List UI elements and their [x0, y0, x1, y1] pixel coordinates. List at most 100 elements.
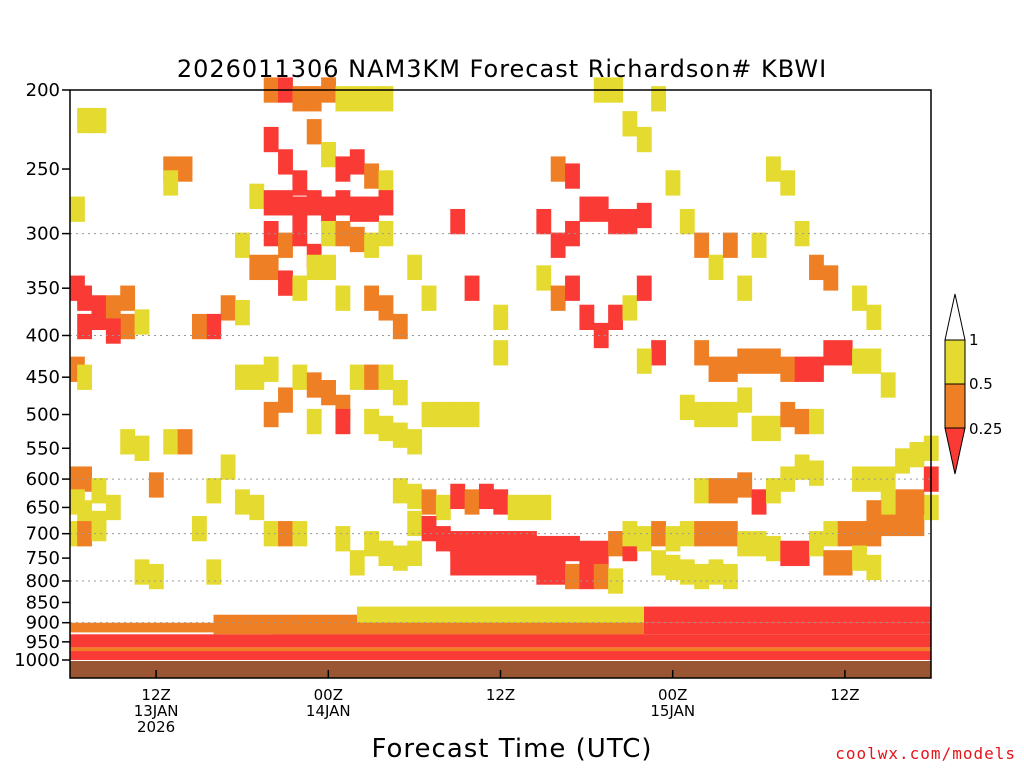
y-tick-label: 450 — [26, 367, 60, 388]
heatmap-cell — [665, 526, 681, 552]
heatmap-cell — [708, 401, 724, 428]
heatmap-cell — [392, 313, 408, 340]
heatmap-cell — [435, 526, 451, 552]
heatmap-cell — [565, 163, 580, 189]
heatmap-cell — [364, 285, 380, 311]
heatmap-cell — [220, 454, 236, 480]
heatmap-cell — [751, 415, 767, 442]
heatmap-cell — [694, 401, 710, 428]
y-tick-label: 600 — [26, 469, 60, 490]
y-tick-label: 700 — [26, 524, 60, 545]
ground-layer — [70, 661, 931, 678]
heatmap-cell — [335, 190, 351, 216]
low-level-band — [70, 647, 931, 652]
heatmap-cell — [191, 515, 207, 542]
heatmap-cell — [392, 422, 408, 448]
heatmap-cell — [148, 472, 164, 498]
colorbar-label: 1 — [969, 331, 979, 349]
heatmap-cell — [679, 521, 695, 547]
x-tick-label: 14JAN — [306, 702, 351, 720]
heatmap-cell — [392, 545, 408, 571]
heatmap-cell — [120, 285, 136, 311]
heatmap-cell — [421, 489, 437, 515]
heatmap-cell — [349, 550, 365, 576]
heatmap-cell — [550, 285, 566, 311]
heatmap-cell — [565, 563, 580, 590]
heatmap-cell — [708, 559, 724, 585]
heatmap-cell — [636, 126, 652, 153]
heatmap-cell — [249, 183, 265, 209]
heatmap-cell — [780, 540, 796, 567]
low-level-band — [70, 651, 931, 660]
heatmap-cell — [364, 163, 380, 189]
heatmap-cell — [177, 429, 193, 455]
heatmap-cell — [292, 170, 308, 196]
heatmap-cell — [77, 285, 93, 311]
heatmap-cell — [794, 540, 810, 567]
colorbar-bottom-arrow — [944, 427, 966, 475]
heatmap-cell — [464, 550, 480, 576]
heatmap-cell — [536, 559, 552, 585]
heatmap-cell — [407, 254, 423, 281]
low-level-band — [644, 606, 931, 623]
heatmap-cell — [120, 429, 136, 455]
heatmap-cell — [421, 285, 437, 311]
heatmap-cell — [77, 500, 93, 526]
heatmap-cell — [364, 531, 380, 557]
heatmap-cell — [148, 563, 164, 590]
heatmap-cell — [292, 196, 308, 222]
heatmap-cell — [407, 429, 423, 455]
heatmap-cell — [880, 510, 896, 537]
heatmap-cell — [349, 196, 365, 222]
heatmap-cell — [694, 563, 710, 590]
heatmap-cell — [378, 415, 394, 442]
heatmap-cell — [722, 232, 738, 258]
heatmap-cell — [608, 208, 623, 235]
heatmap-cell — [191, 313, 207, 340]
heatmap-cell — [378, 190, 394, 216]
y-tick-label: 800 — [26, 571, 60, 592]
heatmap-cell — [565, 275, 580, 301]
heatmap-cell — [765, 478, 781, 504]
heatmap-cell — [608, 304, 623, 331]
heatmap-cell — [636, 202, 652, 229]
heatmap-cell — [206, 478, 222, 504]
colorbar-top-arrow — [944, 293, 966, 341]
heatmap-cell — [866, 554, 882, 581]
heatmap-cell — [737, 387, 753, 413]
heatmap-cell — [335, 408, 351, 435]
heatmap-cell — [593, 563, 609, 590]
heatmap-cell — [91, 304, 107, 331]
heatmap-cell — [364, 196, 380, 222]
heatmap-cell — [263, 401, 279, 428]
heatmap-cell — [823, 550, 839, 576]
y-tick-label: 250 — [26, 159, 60, 180]
heatmap-cell — [694, 478, 710, 504]
heatmap-cell — [737, 348, 753, 374]
heatmap-cell — [809, 460, 824, 486]
y-tick-label: 350 — [26, 278, 60, 299]
heatmap-cell — [780, 356, 796, 382]
x-axis-label: Forecast Time (UTC) — [371, 734, 652, 764]
heatmap-cell — [464, 489, 480, 515]
heatmap-cell — [522, 531, 537, 557]
x-tick-label: 12Z — [830, 686, 859, 704]
heatmap-cell — [565, 535, 580, 562]
heatmap-cell — [364, 86, 380, 112]
heatmap-cell — [321, 254, 336, 281]
heatmap-cell — [306, 408, 322, 435]
colorbar-band-orange — [944, 383, 966, 429]
heatmap-cell — [235, 232, 250, 258]
heatmap-cell — [450, 531, 466, 557]
heatmap-cell — [780, 466, 796, 492]
x-tick-label: 00Z — [658, 686, 687, 704]
heatmap-cell — [909, 489, 925, 515]
heatmap-cell — [809, 254, 824, 281]
heatmap-cell — [421, 401, 437, 428]
heatmap-cell — [464, 531, 480, 557]
heatmap-cell — [708, 254, 724, 281]
heatmap-cell — [321, 141, 336, 168]
heatmap-cell — [522, 550, 537, 576]
